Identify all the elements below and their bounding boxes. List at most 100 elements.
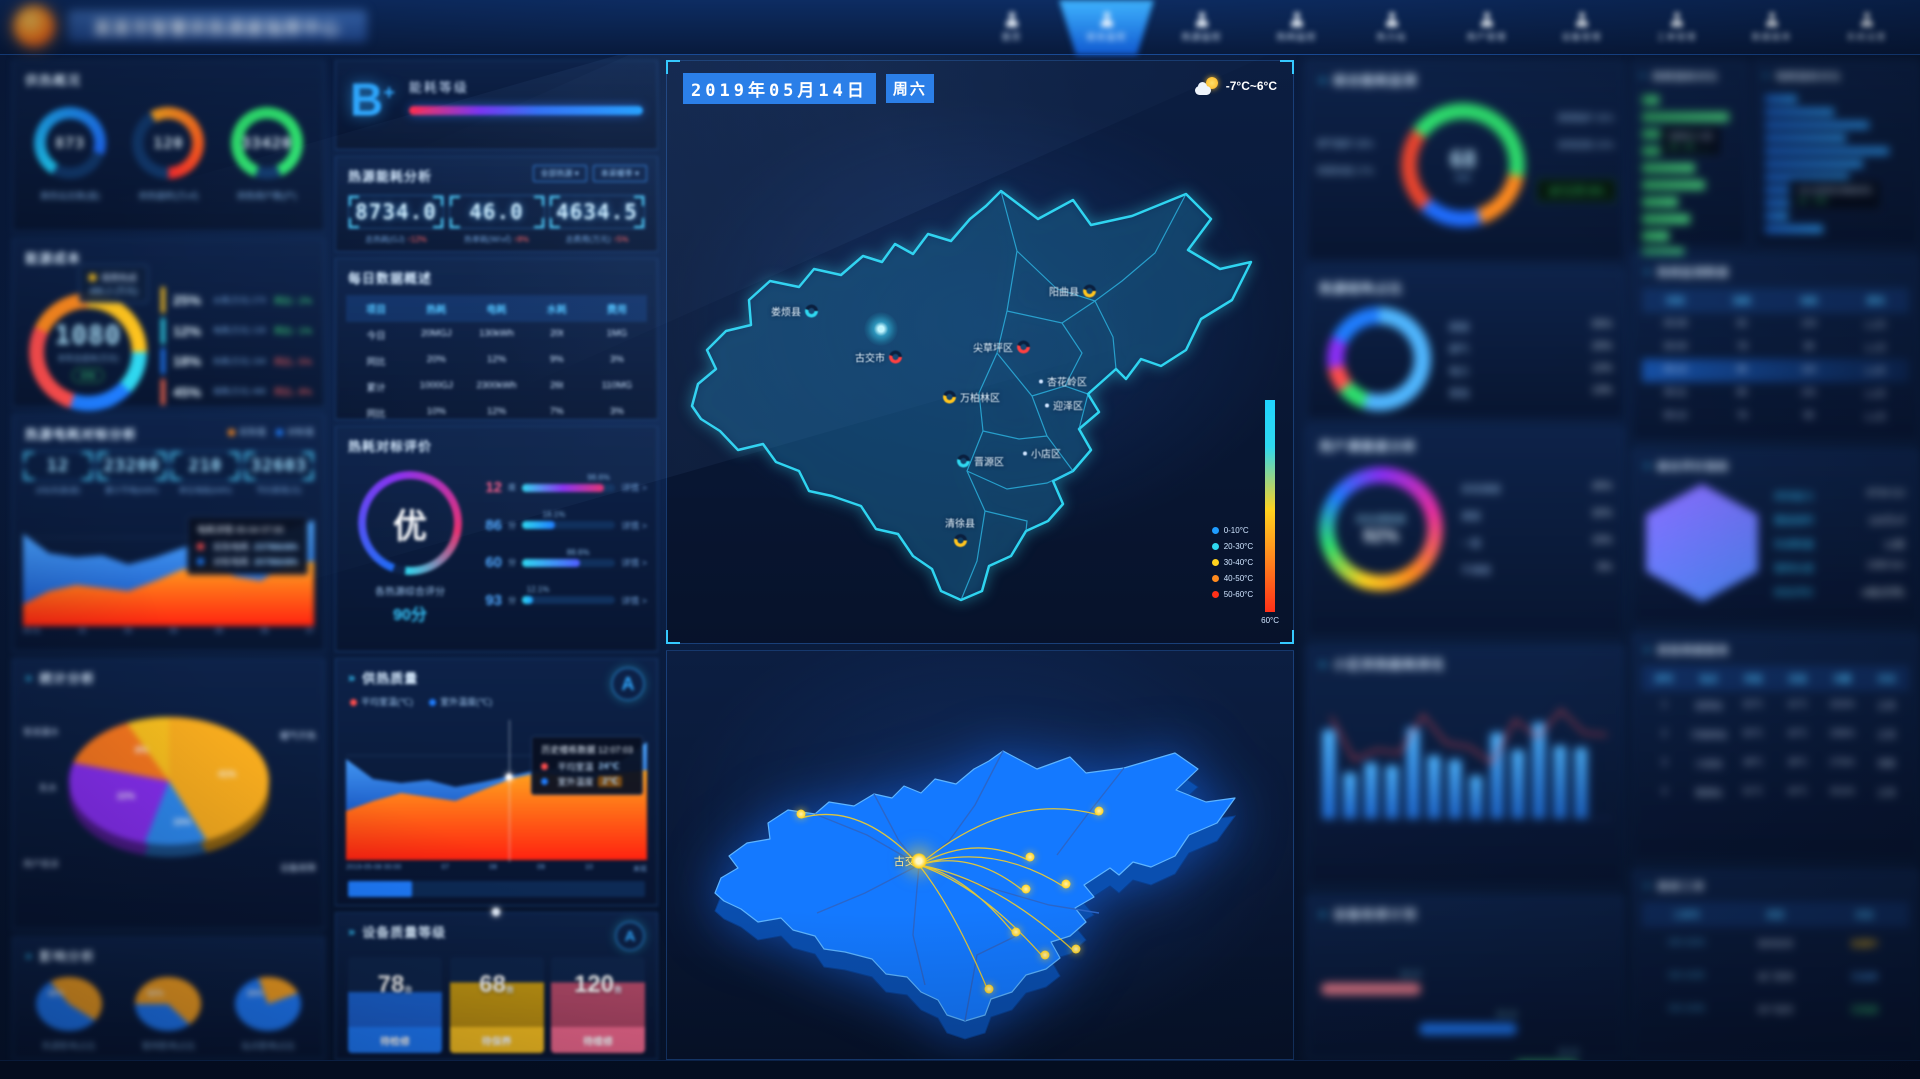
gantt-bar[interactable]: 05-10 — [1321, 970, 1421, 995]
h-bar[interactable] — [1765, 212, 1789, 220]
h-bar[interactable] — [1765, 199, 1809, 207]
table-cell: 4 — [1661, 786, 1667, 796]
nav-item[interactable]: 系统设置 — [1819, 0, 1914, 55]
chart-scrollbar[interactable] — [348, 881, 645, 897]
bar[interactable] — [1449, 760, 1461, 818]
nav-item[interactable]: 热力站 — [1344, 0, 1439, 55]
table-row[interactable]: 3 小店站 48℃ 38℃ 275t/h 预警 — [1642, 749, 1909, 778]
district-marker[interactable]: 清徐县 — [945, 515, 975, 547]
site-dot[interactable] — [1040, 950, 1050, 960]
nav-item[interactable]: 热网监控 — [1249, 0, 1344, 55]
filter-dropdown[interactable]: 全部热源 ▾ — [532, 164, 587, 182]
district-map-svg[interactable] — [667, 91, 1295, 631]
detail-link[interactable]: 详情 > — [621, 595, 647, 606]
pie-callout-label: 用户投诉 — [23, 859, 60, 869]
bar[interactable] — [1533, 723, 1545, 818]
nav-item[interactable]: 首页 — [964, 0, 1059, 55]
h-bar[interactable] — [1765, 95, 1797, 103]
district-marker[interactable]: 小店区 — [1023, 446, 1061, 461]
filter-dropdown[interactable]: 本采暖季 ▾ — [592, 164, 647, 182]
table-row[interactable]: 1 迎泽站 52℃ 41℃ 320t/h 正常 — [1642, 691, 1909, 720]
table-row[interactable]: 4 晋源站 51℃ 40℃ 301t/h 正常 — [1642, 778, 1909, 807]
card-action-button[interactable]: 待保养 — [449, 1027, 544, 1053]
pagination-dot[interactable] — [492, 908, 500, 916]
map-3d-svg[interactable] — [667, 655, 1295, 1061]
h-bar[interactable] — [1642, 112, 1730, 122]
table-row[interactable]: 05-08 82 103 1.2万 — [1642, 313, 1909, 336]
bar[interactable] — [1407, 728, 1419, 818]
legend-item[interactable]: 45% 煤费(万元) 486 同比↓ 8% — [161, 378, 312, 405]
bar[interactable] — [1386, 766, 1398, 818]
site-dot[interactable] — [1025, 852, 1035, 862]
district-marker[interactable]: 阳曲县 — [1049, 284, 1096, 299]
district-marker[interactable]: 迎泽区 — [1045, 398, 1083, 413]
h-bar[interactable] — [1765, 134, 1846, 142]
table-row[interactable]: 2 万柏林站 50℃ 40℃ 298t/h 正常 — [1642, 720, 1909, 749]
table-row[interactable]: 05-09 78 98 1.1万 — [1642, 336, 1909, 359]
card-action-button[interactable]: 待维修 — [551, 1027, 645, 1053]
h-bar[interactable] — [1765, 225, 1823, 233]
detail-link[interactable]: 详情 > — [621, 483, 647, 494]
legend-item[interactable]: 18% 热费(万元) 194 同比↓ 5% — [161, 348, 312, 375]
card-action-button[interactable]: 待检修 — [348, 1027, 442, 1053]
district-marker[interactable]: 万柏林区 — [943, 390, 1000, 405]
h-bar[interactable] — [1765, 160, 1863, 168]
nav-item[interactable]: 工单管理 — [1629, 0, 1724, 55]
nav-item[interactable]: 数据报表 — [1724, 0, 1819, 55]
site-dot[interactable] — [1094, 806, 1104, 816]
h-bar[interactable] — [1765, 121, 1869, 129]
district-marker[interactable]: 古交市 — [855, 350, 902, 365]
table-row[interactable]: GD-1025 阀门更换 已派单 — [1642, 960, 1909, 993]
nav-item[interactable]: 热源监控 — [1154, 0, 1249, 55]
district-marker[interactable]: 晋源区 — [957, 454, 1004, 469]
nav-item[interactable]: 设备管理 — [1534, 0, 1629, 55]
nav-item[interactable]: 用户管理 — [1439, 0, 1534, 55]
bar[interactable] — [1491, 733, 1503, 818]
h-bar[interactable] — [1765, 147, 1889, 155]
detail-link[interactable]: 详情 > — [621, 520, 647, 531]
site-dot[interactable] — [984, 984, 994, 994]
h-bar[interactable] — [1642, 248, 1684, 258]
h-bar[interactable] — [1765, 108, 1835, 116]
bar[interactable] — [1344, 773, 1356, 818]
h-bar[interactable] — [1765, 173, 1849, 181]
chart-legend-item[interactable]: 对标值 — [275, 425, 314, 438]
chart-legend-item[interactable]: 室外温度(℃) — [429, 695, 492, 708]
nav-item[interactable]: 综合监控 — [1059, 0, 1154, 55]
bar[interactable] — [1470, 776, 1482, 818]
bar[interactable] — [1512, 750, 1524, 818]
gantt-bar[interactable]: 05-16 — [1419, 1010, 1517, 1035]
detail-link[interactable]: 详情 > — [621, 558, 647, 569]
bar[interactable] — [1428, 756, 1440, 818]
x-tick: 06 — [260, 628, 269, 635]
table-row[interactable]: 05-12 76 95 1.1万 — [1642, 405, 1909, 428]
table-row[interactable]: GD-1024 管网抢修 处理中 — [1642, 927, 1909, 960]
legend-item[interactable]: 12% 电费(万元) 130 同比↑ 1% — [161, 317, 312, 344]
bar[interactable] — [1323, 730, 1335, 818]
chart-legend-item[interactable]: 实际值 — [227, 425, 266, 438]
bar[interactable] — [1365, 763, 1377, 818]
scrollbar-thumb[interactable] — [348, 881, 412, 897]
h-bar[interactable] — [1642, 95, 1660, 105]
table-row[interactable]: 05-11 80 101 1.2万 — [1642, 382, 1909, 405]
site-dot[interactable] — [1071, 944, 1081, 954]
site-dot[interactable] — [1061, 879, 1071, 889]
hub-marker[interactable] — [911, 853, 927, 869]
district-marker[interactable]: 杏花岭区 — [1039, 374, 1087, 389]
table-row[interactable]: 05-10 85 110 1.3万 — [1642, 359, 1909, 382]
h-bar[interactable] — [1642, 180, 1705, 190]
table-row[interactable]: GD-1026 用户报修 已完成 — [1642, 993, 1909, 1026]
bar[interactable] — [1554, 746, 1566, 818]
chart-legend-item[interactable]: 平均室温(℃) — [350, 695, 413, 708]
h-bar[interactable] — [1642, 163, 1696, 173]
h-bar[interactable] — [1642, 231, 1669, 241]
bar[interactable] — [1575, 748, 1587, 818]
district-marker[interactable]: 娄烦县 — [771, 304, 818, 319]
h-bar[interactable] — [1642, 197, 1679, 207]
site-dot[interactable] — [1011, 927, 1021, 937]
legend-item[interactable]: 25% 水费(万元) 270 同比↑ 2% — [161, 287, 312, 313]
site-dot[interactable] — [796, 809, 806, 819]
site-dot[interactable] — [1021, 884, 1031, 894]
district-marker[interactable]: 尖草坪区 — [973, 340, 1030, 355]
h-bar[interactable] — [1642, 214, 1690, 224]
